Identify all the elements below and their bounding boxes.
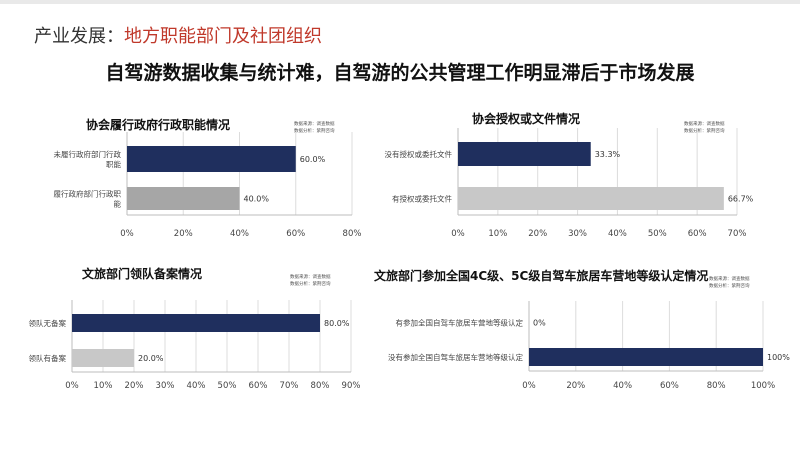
tick-label: 60% xyxy=(286,229,305,239)
category-label: 未履行政府部门行政职能 xyxy=(54,149,122,169)
tick-label: 40% xyxy=(187,381,206,391)
tick-label: 0% xyxy=(65,381,79,391)
bar xyxy=(72,314,320,332)
bar xyxy=(458,142,591,166)
page-heading: 产业发展：地方职能部门及社团组织 xyxy=(34,22,322,48)
tick-label: 80% xyxy=(311,381,330,391)
category-label-line: 能 xyxy=(114,199,122,209)
data-label: 0% xyxy=(533,319,546,328)
tick-label: 70% xyxy=(280,381,299,391)
tick-label: 20% xyxy=(528,229,547,239)
data-label: 33.3% xyxy=(595,150,621,159)
data-label: 100% xyxy=(767,353,790,362)
tick-label: 70% xyxy=(728,229,747,239)
tick-label: 20% xyxy=(566,381,585,391)
legend-entry: 数据分析：紫荆咨询 xyxy=(290,280,331,287)
heading-prefix: 产业发展： xyxy=(34,26,124,47)
tick-label: 30% xyxy=(156,381,175,391)
tick-label: 50% xyxy=(648,229,667,239)
tick-label: 80% xyxy=(343,229,362,239)
legend-entry: 数据来源：调查数据 xyxy=(709,275,750,282)
bar xyxy=(127,146,296,172)
data-label: 20.0% xyxy=(138,354,164,363)
legend-entry: 数据分析：紫荆咨询 xyxy=(684,127,725,134)
chart-title: 文旅部门领队备案情况 xyxy=(82,266,202,281)
tick-label: 100% xyxy=(751,381,775,391)
tick-label: 60% xyxy=(688,229,707,239)
bar xyxy=(458,187,724,210)
bar xyxy=(72,349,134,367)
category-label: 没有参加全国自驾车旅居车营地等级认定 xyxy=(388,352,523,362)
data-label: 60.0% xyxy=(300,155,326,164)
tick-label: 60% xyxy=(660,381,679,391)
category-label: 履行政府部门行政职能 xyxy=(54,189,122,209)
tick-label: 90% xyxy=(342,381,361,391)
bar xyxy=(529,348,763,366)
category-label-line: 领队无备案 xyxy=(29,318,67,328)
tick-label: 30% xyxy=(568,229,587,239)
tick-label: 50% xyxy=(218,381,237,391)
tick-label: 10% xyxy=(488,229,507,239)
chart-title: 文旅部门参加全国4C级、5C级自驾车旅居车营地等级认定情况 xyxy=(374,268,708,283)
category-label-line: 领队有备案 xyxy=(29,353,67,363)
category-label: 没有授权或委托文件 xyxy=(385,149,453,159)
tick-label: 0% xyxy=(522,381,536,391)
chart-title: 协会授权或文件情况 xyxy=(472,111,580,126)
category-label: 有参加全国自驾车旅居车营地等级认定 xyxy=(396,318,524,328)
data-label: 66.7% xyxy=(728,195,754,204)
category-label-line: 职能 xyxy=(106,159,121,169)
tick-label: 40% xyxy=(230,229,249,239)
legend-entry: 数据来源：调查数据 xyxy=(294,120,335,127)
legend-entry: 数据分析：紫荆咨询 xyxy=(709,282,750,289)
legend-entry: 数据分析：紫荆咨询 xyxy=(294,127,335,134)
category-label: 有授权或委托文件 xyxy=(392,194,452,204)
category-label-line: 有授权或委托文件 xyxy=(392,194,452,204)
chart-title: 协会履行政府行政职能情况 xyxy=(86,117,230,132)
legend-entry: 数据来源：调查数据 xyxy=(290,273,331,280)
tick-label: 40% xyxy=(613,381,632,391)
tick-label: 0% xyxy=(451,229,465,239)
tick-label: 40% xyxy=(608,229,627,239)
category-label-line: 有参加全国自驾车旅居车营地等级认定 xyxy=(396,318,524,328)
heading-highlight: 地方职能部门及社团组织 xyxy=(124,26,322,47)
tick-label: 0% xyxy=(120,229,134,239)
bar xyxy=(127,187,240,210)
legend-entry: 数据来源：调查数据 xyxy=(684,120,725,127)
category-label-line: 未履行政府部门行政 xyxy=(54,149,122,159)
category-label-line: 没有参加全国自驾车旅居车营地等级认定 xyxy=(388,352,523,362)
page-subtitle: 自驾游数据收集与统计难，自驾游的公共管理工作明显滞后于市场发展 xyxy=(105,62,695,84)
category-label: 领队无备案 xyxy=(29,318,67,328)
tick-label: 20% xyxy=(125,381,144,391)
tick-label: 10% xyxy=(94,381,113,391)
tick-label: 60% xyxy=(249,381,268,391)
data-label: 40.0% xyxy=(244,195,270,204)
tick-label: 20% xyxy=(174,229,193,239)
category-label-line: 履行政府部门行政职 xyxy=(54,189,122,199)
top-rule xyxy=(0,0,800,4)
category-label-line: 没有授权或委托文件 xyxy=(385,149,453,159)
tick-label: 80% xyxy=(707,381,726,391)
data-label: 80.0% xyxy=(324,319,350,328)
category-label: 领队有备案 xyxy=(29,353,67,363)
